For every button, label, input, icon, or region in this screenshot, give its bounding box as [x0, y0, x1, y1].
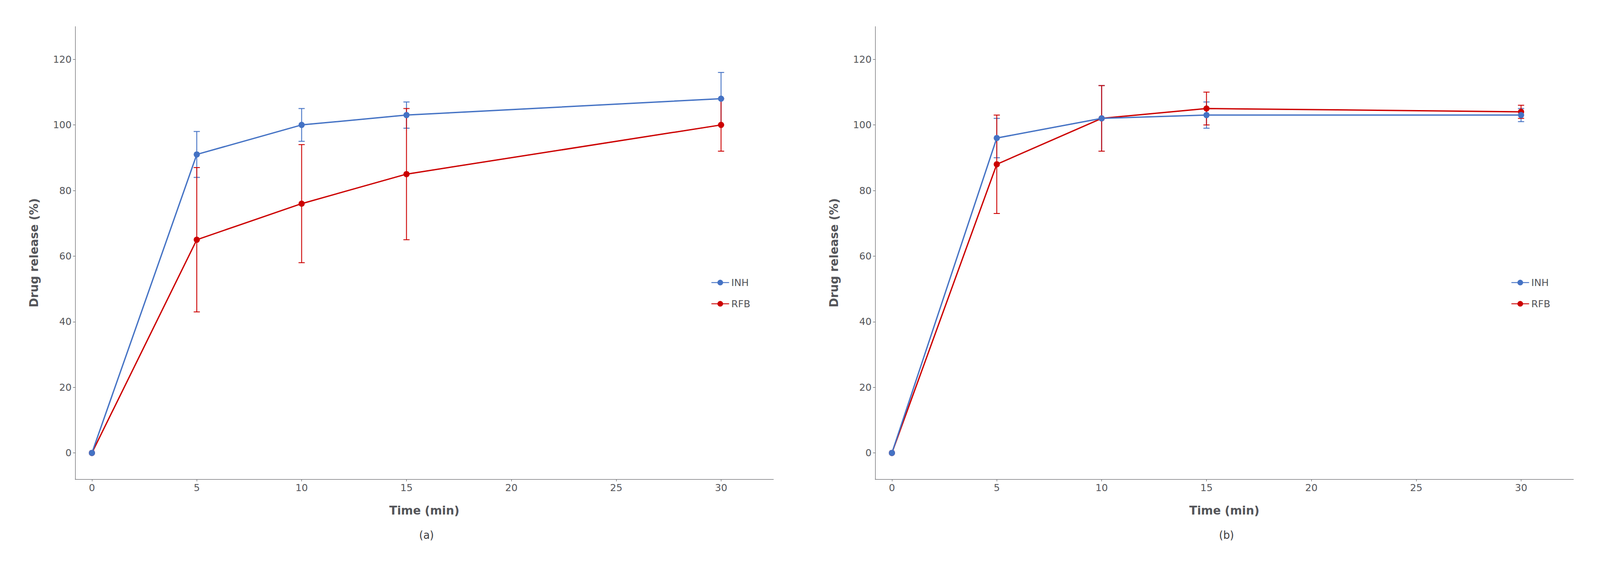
- svg-text:0: 0: [865, 447, 872, 459]
- svg-text:40: 40: [859, 316, 872, 328]
- svg-text:0: 0: [65, 447, 72, 459]
- svg-text:Drug release (%): Drug release (%): [827, 198, 841, 308]
- svg-text:20: 20: [859, 381, 872, 393]
- svg-text:RFB: RFB: [1531, 298, 1551, 310]
- svg-text:RFB: RFB: [731, 298, 751, 310]
- svg-text:15: 15: [1200, 482, 1213, 494]
- svg-text:80: 80: [859, 185, 872, 197]
- svg-text:Drug release (%): Drug release (%): [27, 198, 41, 308]
- svg-text:Time (min): Time (min): [389, 503, 460, 518]
- svg-text:25: 25: [609, 482, 623, 494]
- svg-text:60: 60: [859, 250, 872, 262]
- svg-text:100: 100: [853, 119, 872, 131]
- svg-text:20: 20: [1305, 482, 1318, 494]
- svg-text:20: 20: [505, 482, 518, 494]
- svg-text:INH: INH: [1531, 277, 1550, 289]
- svg-text:20: 20: [59, 381, 72, 393]
- svg-text:120: 120: [53, 53, 72, 65]
- svg-text:120: 120: [853, 53, 872, 65]
- svg-text:10: 10: [295, 482, 308, 494]
- svg-text:80: 80: [59, 185, 72, 197]
- svg-text:(a): (a): [419, 529, 434, 542]
- svg-text:(b): (b): [1219, 529, 1235, 542]
- svg-text:15: 15: [400, 482, 413, 494]
- svg-text:25: 25: [1409, 482, 1423, 494]
- svg-text:5: 5: [993, 482, 1000, 494]
- svg-text:0: 0: [888, 482, 896, 494]
- svg-text:0: 0: [88, 482, 96, 494]
- svg-text:5: 5: [193, 482, 200, 494]
- svg-text:INH: INH: [731, 277, 750, 289]
- svg-text:10: 10: [1095, 482, 1108, 494]
- svg-text:30: 30: [714, 482, 728, 494]
- svg-text:100: 100: [53, 119, 72, 131]
- svg-text:60: 60: [59, 250, 72, 262]
- svg-text:30: 30: [1514, 482, 1528, 494]
- svg-text:Time (min): Time (min): [1189, 503, 1260, 518]
- svg-text:40: 40: [59, 316, 72, 328]
